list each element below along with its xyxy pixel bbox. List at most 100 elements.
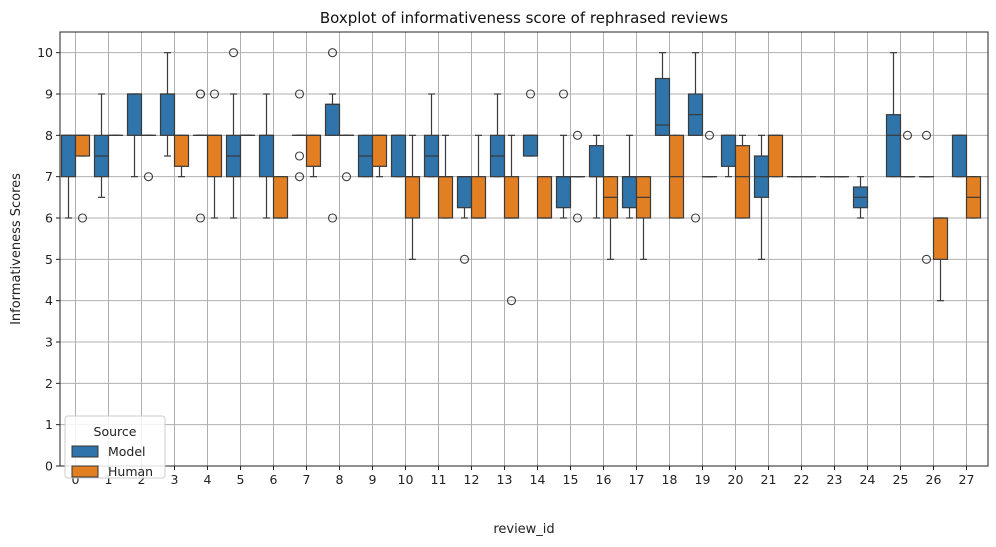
box-human-19 (701, 130, 718, 178)
legend: Source Model Human (64, 415, 166, 479)
y-tick-label: 10 (37, 45, 53, 60)
iqr-box (173, 134, 190, 167)
box-human-6 (272, 176, 289, 219)
iqr-box (324, 103, 341, 136)
box-model-9 (357, 134, 374, 178)
x-tick-label: 17 (629, 472, 645, 487)
box-human-7 (305, 134, 322, 178)
outlier-point (690, 213, 701, 223)
box-model-15 (555, 89, 572, 219)
box-model-21 (753, 134, 770, 260)
outlier-point (294, 172, 305, 182)
iqr-box (404, 176, 421, 219)
x-tick-label: 13 (497, 472, 513, 487)
box-human-20 (734, 134, 751, 219)
outlier-point (921, 254, 932, 264)
box-model-13 (489, 93, 506, 178)
legend-label-model: Model (108, 444, 146, 459)
outlier-point (195, 213, 206, 223)
iqr-box (621, 176, 638, 209)
x-tick-label: 10 (398, 472, 414, 487)
iqr-box (503, 176, 520, 219)
x-tick-label: 23 (827, 472, 843, 487)
x-tick-label: 9 (369, 472, 377, 487)
y-tick-label: 9 (45, 87, 53, 102)
x-tick-label: 11 (431, 472, 447, 487)
iqr-box (206, 134, 223, 178)
x-tick-label: 25 (893, 472, 909, 487)
iqr-box (272, 176, 289, 219)
outlier-point (327, 213, 338, 223)
box-human-3 (173, 134, 190, 178)
x-tick-label: 5 (237, 472, 245, 487)
y-tick-label: 7 (45, 169, 53, 184)
x-tick-label: 7 (303, 472, 311, 487)
box-model-0 (60, 134, 77, 219)
y-tick-label: 0 (45, 459, 53, 474)
x-tick-label: 22 (794, 472, 810, 487)
box-model-1 (93, 93, 110, 198)
outlier-point (902, 130, 913, 140)
x-tick-label: 26 (926, 472, 942, 487)
box-human-11 (437, 134, 454, 219)
iqr-box (536, 176, 553, 219)
outlier-point (77, 213, 88, 223)
x-tick-label: 3 (171, 472, 179, 487)
x-axis: 0 1 2 3 4 5 6 7 8 9 10 11 12 13 14 15 16 17 18 19 20 21 22 23 24… (72, 466, 975, 487)
x-tick-label: 2 (138, 472, 146, 487)
box-model-11 (423, 93, 440, 178)
box-model-27 (951, 134, 968, 178)
box-human-13 (503, 134, 520, 306)
box-human-17 (635, 176, 652, 260)
outlier-point (294, 89, 305, 99)
y-tick-label: 1 (45, 417, 53, 432)
box-model-7 (291, 89, 308, 182)
box-model-2 (126, 93, 143, 178)
outlier-point (327, 48, 338, 58)
box-human-27 (965, 176, 982, 219)
iqr-box (767, 134, 784, 178)
box-model-20 (720, 134, 737, 178)
x-tick-label: 4 (204, 472, 212, 487)
x-tick-label: 1 (105, 472, 113, 487)
x-tick-label: 20 (728, 472, 744, 487)
box-human-21 (767, 134, 784, 178)
iqr-box (470, 176, 487, 219)
iqr-box (951, 134, 968, 178)
box-model-6 (258, 93, 275, 219)
box-human-26 (932, 217, 949, 302)
box-model-17 (621, 134, 638, 219)
iqr-box (258, 134, 275, 178)
box-human-14 (536, 176, 553, 219)
x-tick-label: 27 (959, 472, 975, 487)
outlier-point (143, 172, 154, 182)
iqr-box (734, 145, 751, 219)
y-axis: 0 1 2 3 4 5 6 7 8 9 10 (37, 45, 60, 474)
iqr-box (885, 114, 902, 178)
box-model-18 (654, 52, 671, 136)
box-human-2 (140, 134, 157, 182)
x-tick-label: 18 (662, 472, 678, 487)
y-tick-label: 3 (45, 335, 53, 350)
outlier-point (921, 130, 932, 140)
outlier-point (704, 130, 715, 140)
box-model-10 (390, 134, 407, 178)
legend-label-human: Human (108, 464, 153, 479)
iqr-box (720, 134, 737, 167)
box-marks (60, 48, 982, 306)
x-tick-label: 8 (336, 472, 344, 487)
outlier-point (195, 89, 206, 99)
iqr-box (60, 134, 77, 178)
y-axis-label: Informativeness Scores (9, 173, 24, 325)
outlier-point (294, 151, 305, 161)
box-human-16 (602, 176, 619, 260)
chart-title: Boxplot of informativeness score of reph… (320, 9, 728, 27)
box-model-26 (918, 130, 935, 264)
iqr-box (555, 176, 572, 209)
y-tick-label: 6 (45, 211, 53, 226)
x-tick-label: 12 (464, 472, 480, 487)
iqr-box (305, 134, 322, 167)
box-human-0 (74, 134, 91, 223)
x-tick-label: 0 (72, 472, 80, 487)
